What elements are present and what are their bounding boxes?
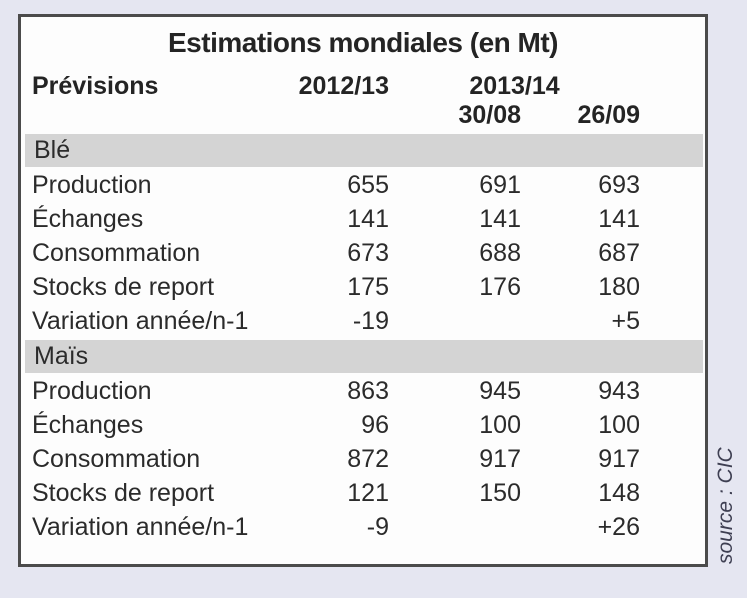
table-row: Consommation 872 917 917 (21, 442, 705, 476)
row-label: Échanges (32, 410, 144, 439)
value-26-09: +5 (611, 306, 640, 335)
value-30-08: 150 (479, 478, 521, 507)
table-row: Stocks de report 175 176 180 (21, 270, 705, 304)
section-band-ble: Blé (25, 134, 703, 167)
row-label: Stocks de report (32, 272, 215, 301)
section-row-mais: Maïs (21, 338, 705, 374)
value-2012-13: 863 (347, 376, 389, 405)
value-30-08 (389, 304, 521, 338)
value-26-09: 180 (598, 272, 640, 301)
row-label: Variation année/n-1 (32, 512, 249, 541)
header-2012-13: 2012/13 (298, 72, 389, 100)
value-2012-13: 655 (347, 170, 389, 199)
table-row: Production 863 945 943 (21, 374, 705, 408)
value-26-09: 141 (598, 204, 640, 233)
value-30-08: 691 (479, 170, 521, 199)
value-26-09: +26 (597, 512, 640, 541)
value-2012-13: 673 (347, 238, 389, 267)
value-30-08: 917 (479, 444, 521, 473)
value-26-09: 917 (598, 444, 640, 473)
header-row-dates: 30/08 26/09 (21, 101, 705, 132)
header-date-26-09: 26/09 (577, 101, 640, 129)
estimations-table-panel: Estimations mondiales (en Mt) Prévisions… (18, 14, 708, 567)
value-2012-13: 872 (347, 444, 389, 473)
value-2012-13: 96 (361, 410, 389, 439)
value-30-08: 688 (479, 238, 521, 267)
header-2013-14: 2013/14 (469, 72, 560, 100)
table-row: Variation année/n-1 -19 +5 (21, 304, 705, 338)
row-label: Production (32, 170, 152, 199)
value-30-08: 100 (479, 410, 521, 439)
value-2012-13: 175 (347, 272, 389, 301)
value-26-09: 687 (598, 238, 640, 267)
value-2012-13: 121 (347, 478, 389, 507)
header-previsions: Prévisions (32, 72, 159, 100)
value-26-09: 148 (598, 478, 640, 507)
value-2012-13: -9 (366, 512, 389, 541)
table-row: Consommation 673 688 687 (21, 236, 705, 270)
row-label: Consommation (32, 238, 201, 267)
value-30-08: 176 (479, 272, 521, 301)
value-30-08 (389, 510, 521, 544)
table-header: Prévisions 2012/13 2013/14 30/08 26/09 (21, 63, 705, 132)
row-label: Production (32, 376, 152, 405)
row-label: Échanges (32, 204, 144, 233)
value-2012-13: 141 (347, 204, 389, 233)
table-row: Variation année/n-1 -9 +26 (21, 510, 705, 544)
header-row-years: Prévisions 2012/13 2013/14 (21, 63, 705, 101)
estimations-table: Prévisions 2012/13 2013/14 30/08 26/09 B… (21, 63, 705, 544)
row-label: Consommation (32, 444, 201, 473)
table-row: Production 655 691 693 (21, 168, 705, 202)
section-row-ble: Blé (21, 132, 705, 168)
row-label: Variation année/n-1 (32, 306, 249, 335)
value-26-09: 100 (598, 410, 640, 439)
value-26-09: 943 (598, 376, 640, 405)
table-title: Estimations mondiales (en Mt) (168, 27, 559, 58)
value-2012-13: -19 (352, 306, 389, 335)
table-row: Échanges 141 141 141 (21, 202, 705, 236)
value-30-08: 141 (479, 204, 521, 233)
value-26-09: 693 (598, 170, 640, 199)
source-credit: source : CIC (714, 447, 737, 564)
table-row: Stocks de report 121 150 148 (21, 476, 705, 510)
header-date-30-08: 30/08 (458, 101, 521, 129)
table-row: Échanges 96 100 100 (21, 408, 705, 442)
header-spacer (640, 63, 705, 101)
section-band-mais: Maïs (25, 340, 703, 373)
row-label: Stocks de report (32, 478, 215, 507)
value-30-08: 945 (479, 376, 521, 405)
